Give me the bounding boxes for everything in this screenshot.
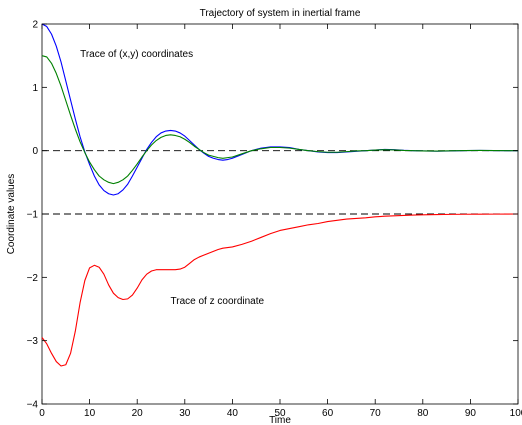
y-tick-label: −3: [27, 336, 39, 347]
x-tick-label: 40: [227, 408, 239, 419]
x-tick-label: 60: [322, 408, 334, 419]
annotation-z-trace: Trace of z coordinate: [171, 296, 265, 307]
x-tick-label: 90: [465, 408, 477, 419]
annotation-xy-trace: Trace of (x,y) coordinates: [80, 49, 193, 60]
x-tick-label: 30: [179, 408, 191, 419]
chart-title: Trajectory of system in inertial frame: [200, 8, 361, 19]
y-tick-label: 0: [32, 146, 38, 157]
ticks-layer: 0 10 20 30 40 50 60 70 80 90 100 −4 −3 −2 −1 0 1 2: [27, 20, 522, 420]
x-tick-label: 20: [132, 408, 144, 419]
y-axis-title: Coordinate values: [6, 174, 17, 255]
series-layer: [41, 23, 519, 367]
x-axis-title: Time: [269, 415, 291, 425]
y-tick-label: −4: [27, 400, 39, 411]
x-tick-label: 10: [84, 408, 96, 419]
series-line-2: [41, 213, 519, 367]
x-tick-label: 50: [274, 408, 286, 419]
x-tick-label: 100: [510, 408, 522, 419]
y-tick-label: 1: [32, 83, 38, 94]
reference-lines: [42, 150, 518, 215]
y-tick-label: −1: [27, 210, 39, 221]
x-tick-label: 0: [39, 408, 45, 419]
series-line-1: [41, 55, 518, 185]
x-tick-label: 80: [417, 408, 429, 419]
y-tick-label: −2: [27, 273, 39, 284]
plot-area: 0 10 20 30 40 50 60 70 80 90 100 −4 −3 −2 −1 0 1 2: [27, 20, 522, 420]
y-tick-label: 2: [32, 20, 38, 31]
x-tick-label: 70: [370, 408, 382, 419]
